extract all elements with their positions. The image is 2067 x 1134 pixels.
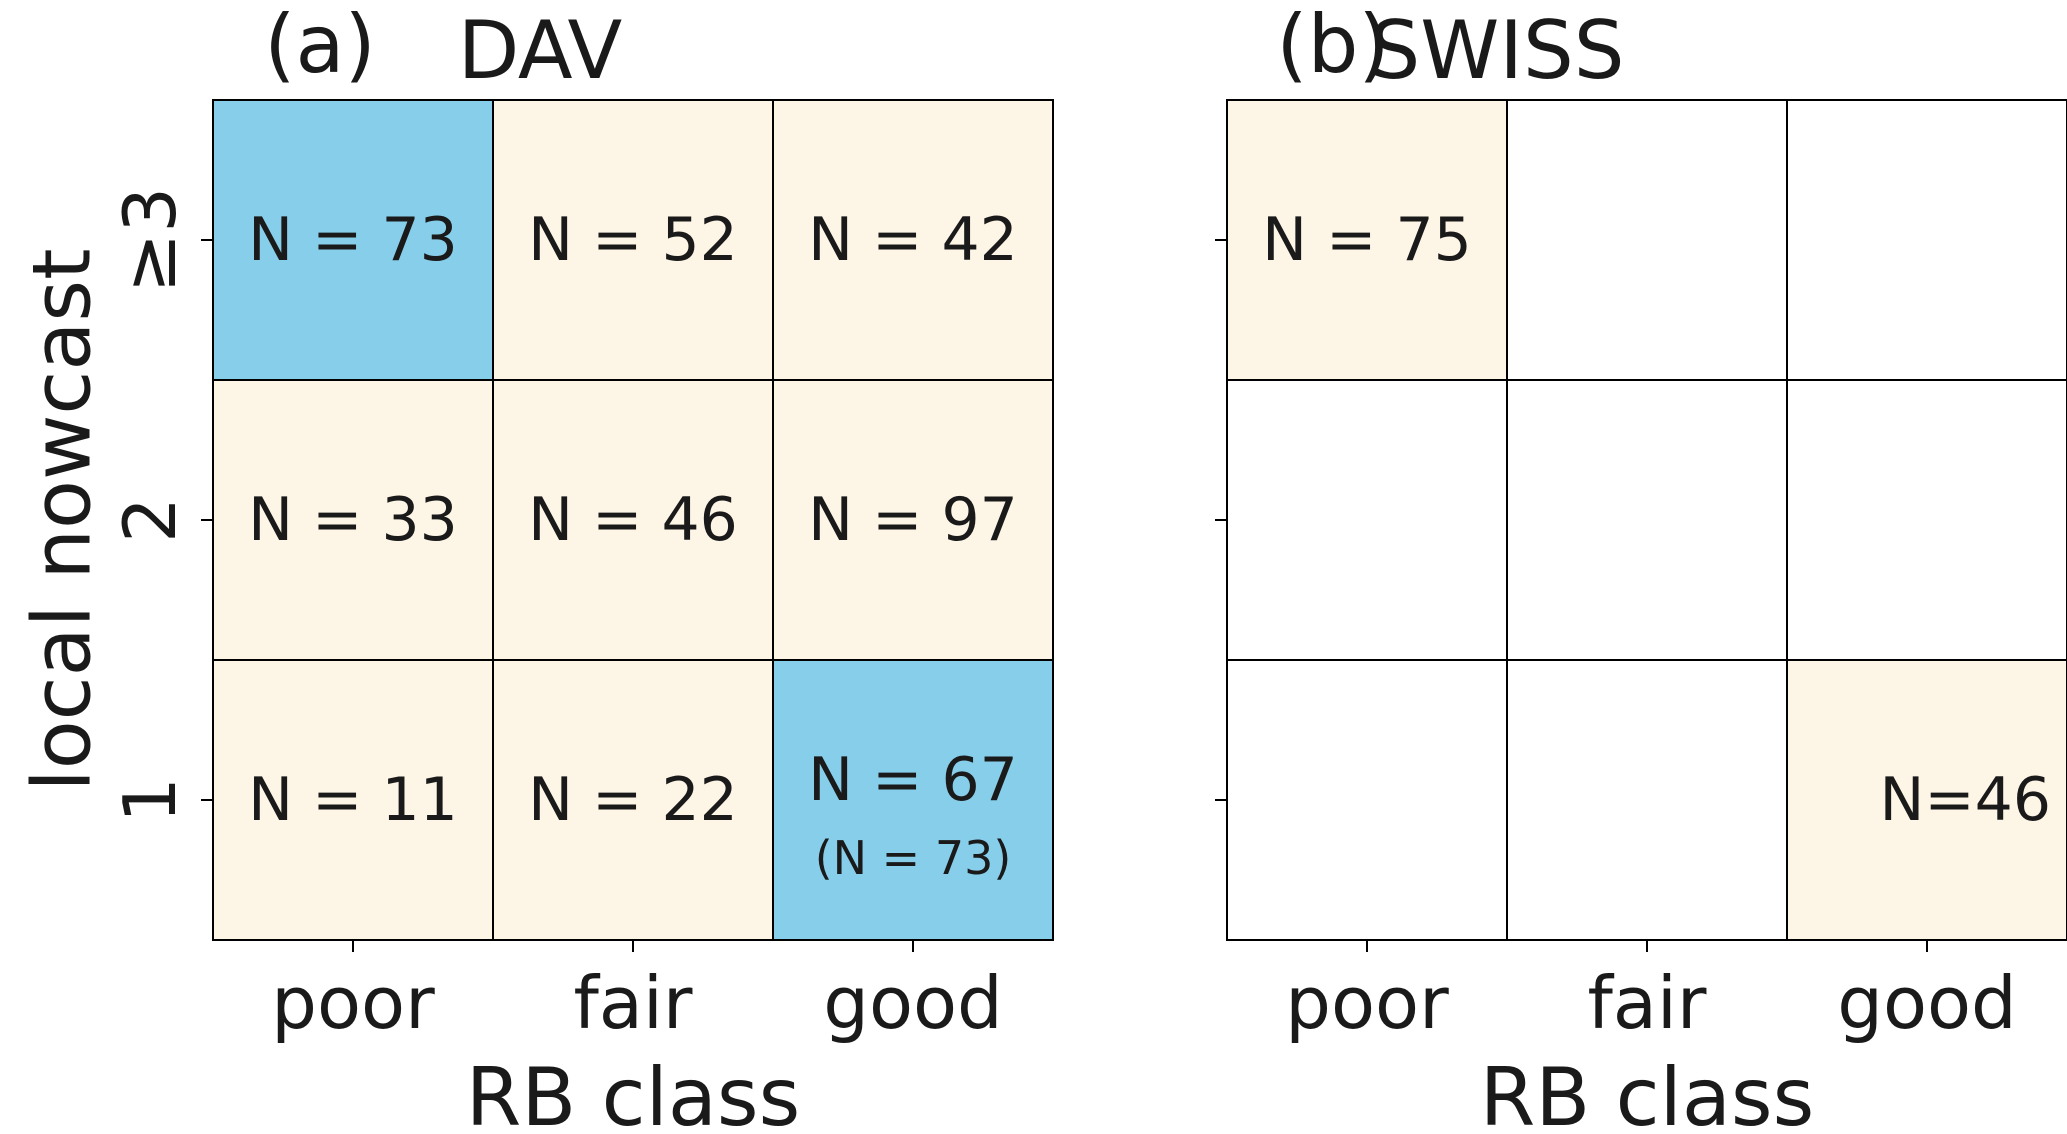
heatmap-cell [1506,99,1788,381]
cell-sub-label: (N = 73) [815,831,1012,885]
heatmap-cell [1786,659,2067,941]
x-tick-label: good [1837,961,2017,1045]
heatmap-cell [212,99,494,381]
cell-count-label: N = 46 [528,485,738,555]
panel-title: DAV [458,4,623,97]
heatmap-cell [772,99,1054,381]
x-tick-label: poor [271,961,435,1045]
heatmap-cell [1506,379,1788,661]
panel-label: (a) [264,0,375,91]
x-tick-label: fair [1587,961,1706,1045]
heatmap-cell [1226,379,1508,661]
heatmap-cell [212,379,494,661]
x-tick-label: fair [573,961,692,1045]
panel-label: (b) [1276,0,1389,91]
cell-count-label: N = 22 [528,765,738,835]
cell-count-label: N = 97 [808,485,1018,555]
heatmap-cell [1226,99,1508,381]
cell-count-label: N = 11 [248,765,458,835]
y-tick-label: 1 [108,777,192,823]
cell-count-label: N = 52 [528,205,738,275]
x-tick-label: good [823,961,1003,1045]
x-axis-label: RB class [1480,1051,1815,1134]
y-tick-label: 2 [108,497,192,543]
x-tick-label: poor [1285,961,1449,1045]
cell-count-label: N = 67 [808,745,1018,815]
cell-count-label: N = 75 [1262,205,1472,275]
heatmap-cell [492,379,774,661]
panel-title: SWISS [1369,4,1624,97]
heatmap-cell [1226,659,1508,941]
y-tick-label: ≥3 [108,187,192,293]
cell-count-label: N = 33 [248,485,458,555]
heatmap-cell [1786,99,2067,381]
cell-count-label: N=46 [1879,765,2051,835]
heatmap-cell [1506,659,1788,941]
cell-count-label: N = 42 [808,205,1018,275]
cell-count-label: N = 73 [248,205,458,275]
y-axis-label: local nowcast [16,249,109,792]
x-axis-label: RB class [466,1051,801,1134]
heatmap-cell [1786,379,2067,661]
heatmap-cell [492,659,774,941]
heatmap-cell [772,379,1054,661]
heatmap-cell [492,99,774,381]
